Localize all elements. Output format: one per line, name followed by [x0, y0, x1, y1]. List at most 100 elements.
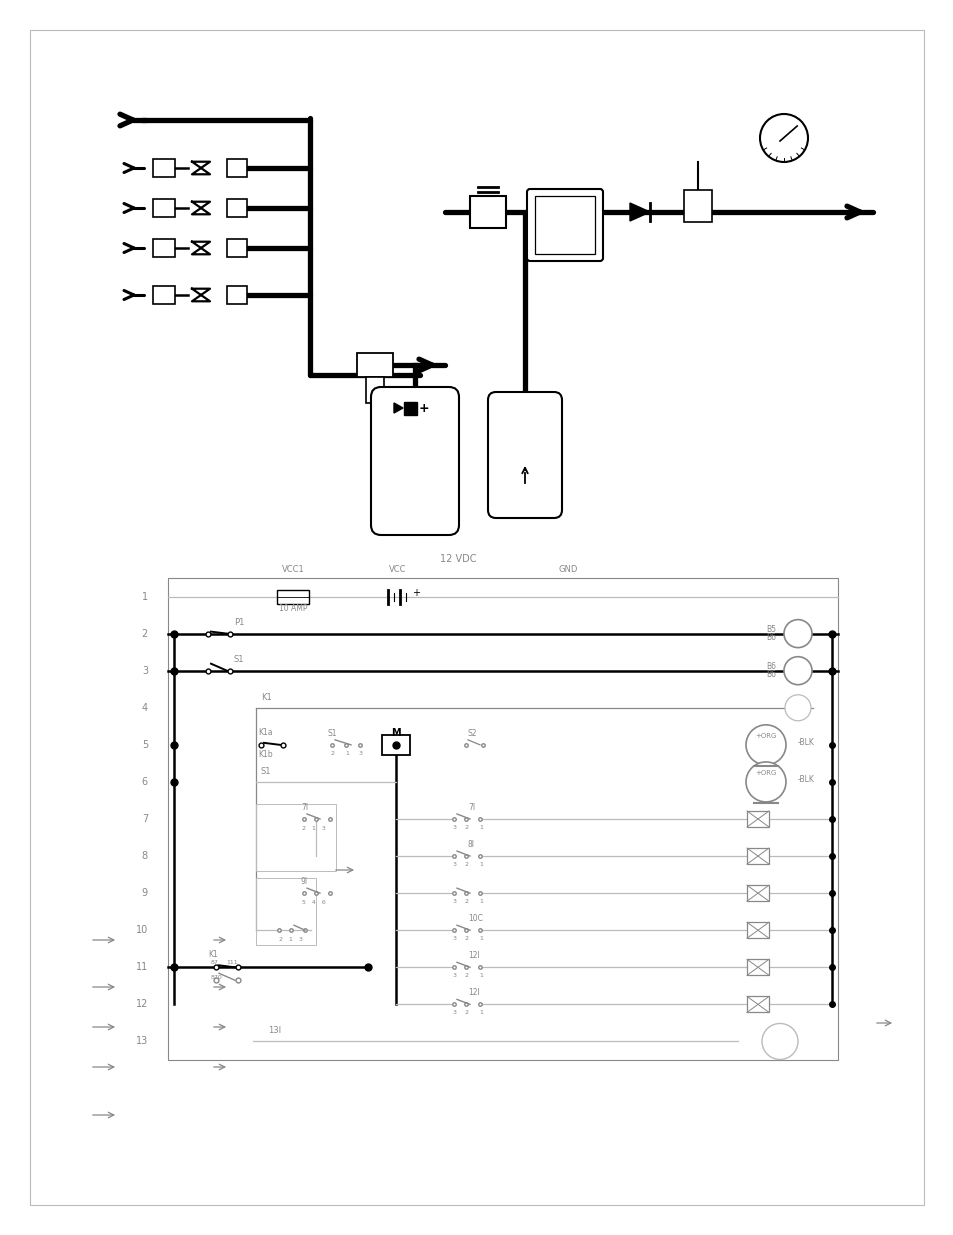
Bar — [227, 159, 247, 177]
Text: 1: 1 — [478, 936, 482, 941]
Text: VCC: VCC — [389, 564, 406, 574]
Text: 1: 1 — [142, 592, 148, 601]
Text: K1b: K1b — [257, 750, 273, 758]
FancyBboxPatch shape — [371, 387, 458, 535]
Text: 13: 13 — [135, 1036, 148, 1046]
Text: 10C: 10C — [468, 914, 482, 924]
Circle shape — [745, 725, 785, 764]
Text: 3: 3 — [453, 1010, 456, 1015]
Text: 1: 1 — [478, 1010, 482, 1015]
Bar — [152, 159, 174, 177]
Bar — [152, 199, 174, 217]
Text: +ORG: +ORG — [755, 732, 776, 739]
Circle shape — [783, 657, 811, 684]
Text: 13I: 13I — [268, 1026, 281, 1035]
Text: P1: P1 — [233, 618, 244, 626]
Circle shape — [784, 695, 810, 721]
Text: M: M — [391, 727, 400, 737]
Text: 7: 7 — [142, 814, 148, 824]
Text: 3: 3 — [358, 751, 363, 756]
Bar — [746, 997, 768, 1013]
Bar — [255, 804, 335, 871]
Text: 111: 111 — [226, 961, 237, 966]
Text: 4: 4 — [142, 703, 148, 713]
Text: 2: 2 — [331, 751, 335, 756]
Bar — [746, 848, 768, 864]
Bar — [746, 923, 768, 939]
Text: 870: 870 — [211, 976, 222, 981]
Bar — [276, 589, 309, 604]
Text: K1: K1 — [261, 693, 272, 701]
Text: -BLK: -BLK — [797, 737, 814, 747]
Text: 2: 2 — [464, 825, 469, 830]
Text: 5   4   6: 5 4 6 — [302, 900, 325, 905]
Text: 7I: 7I — [301, 803, 308, 811]
Text: +: + — [418, 401, 429, 415]
Text: K1a: K1a — [257, 727, 273, 737]
Text: 3: 3 — [453, 936, 456, 941]
Bar — [227, 240, 247, 257]
Circle shape — [760, 114, 807, 162]
Text: 2: 2 — [464, 973, 469, 978]
Text: 2: 2 — [464, 936, 469, 941]
Text: B6: B6 — [765, 669, 775, 679]
Text: 3: 3 — [142, 666, 148, 676]
Text: VCC1: VCC1 — [281, 564, 304, 574]
Text: S1: S1 — [328, 729, 337, 737]
Text: 87: 87 — [211, 961, 218, 966]
Text: 2   1   3: 2 1 3 — [278, 937, 302, 942]
Text: 3: 3 — [453, 973, 456, 978]
Text: 1: 1 — [478, 862, 482, 867]
Bar — [381, 735, 410, 755]
Text: 1: 1 — [478, 973, 482, 978]
Text: +ORG: +ORG — [755, 769, 776, 776]
Polygon shape — [629, 203, 649, 221]
Text: 2: 2 — [464, 862, 469, 867]
Text: 3: 3 — [453, 862, 456, 867]
Text: 1: 1 — [478, 825, 482, 830]
Text: GND: GND — [558, 564, 578, 574]
Text: +: + — [412, 588, 419, 598]
Bar — [356, 353, 393, 377]
Bar — [255, 878, 315, 945]
Text: 10 AMP: 10 AMP — [278, 604, 307, 613]
Text: -BLK: -BLK — [797, 774, 814, 784]
Text: 9I: 9I — [301, 877, 308, 887]
Bar — [746, 960, 768, 976]
Text: B6: B6 — [765, 632, 775, 642]
Text: 3: 3 — [453, 899, 456, 904]
Text: 8: 8 — [142, 851, 148, 861]
Text: 12I: 12I — [468, 951, 479, 961]
Text: S2: S2 — [468, 729, 477, 737]
Text: 2: 2 — [464, 1010, 469, 1015]
Bar — [152, 240, 174, 257]
Bar — [227, 199, 247, 217]
Bar — [470, 196, 505, 228]
Bar — [683, 190, 711, 222]
Text: 2   1   3: 2 1 3 — [302, 826, 326, 831]
Text: 10: 10 — [135, 925, 148, 935]
Text: 1: 1 — [345, 751, 349, 756]
Text: 12 VDC: 12 VDC — [439, 555, 476, 564]
Text: 2: 2 — [142, 629, 148, 638]
Bar — [366, 377, 384, 403]
Text: K1: K1 — [208, 950, 217, 960]
Bar — [535, 196, 595, 254]
Text: S1: S1 — [233, 655, 244, 663]
Text: 8I: 8I — [468, 840, 475, 850]
Circle shape — [745, 762, 785, 802]
Polygon shape — [394, 403, 402, 412]
FancyBboxPatch shape — [488, 391, 561, 517]
Text: 1: 1 — [478, 899, 482, 904]
Text: 11: 11 — [135, 962, 148, 972]
Text: 3: 3 — [453, 825, 456, 830]
Text: 12I: 12I — [468, 988, 479, 998]
Text: B6: B6 — [765, 662, 775, 671]
FancyBboxPatch shape — [526, 189, 602, 261]
Text: B5: B5 — [765, 625, 775, 634]
Text: 12: 12 — [135, 999, 148, 1009]
Bar — [403, 403, 416, 415]
Circle shape — [783, 620, 811, 647]
Text: 9: 9 — [142, 888, 148, 898]
Circle shape — [761, 1024, 797, 1060]
